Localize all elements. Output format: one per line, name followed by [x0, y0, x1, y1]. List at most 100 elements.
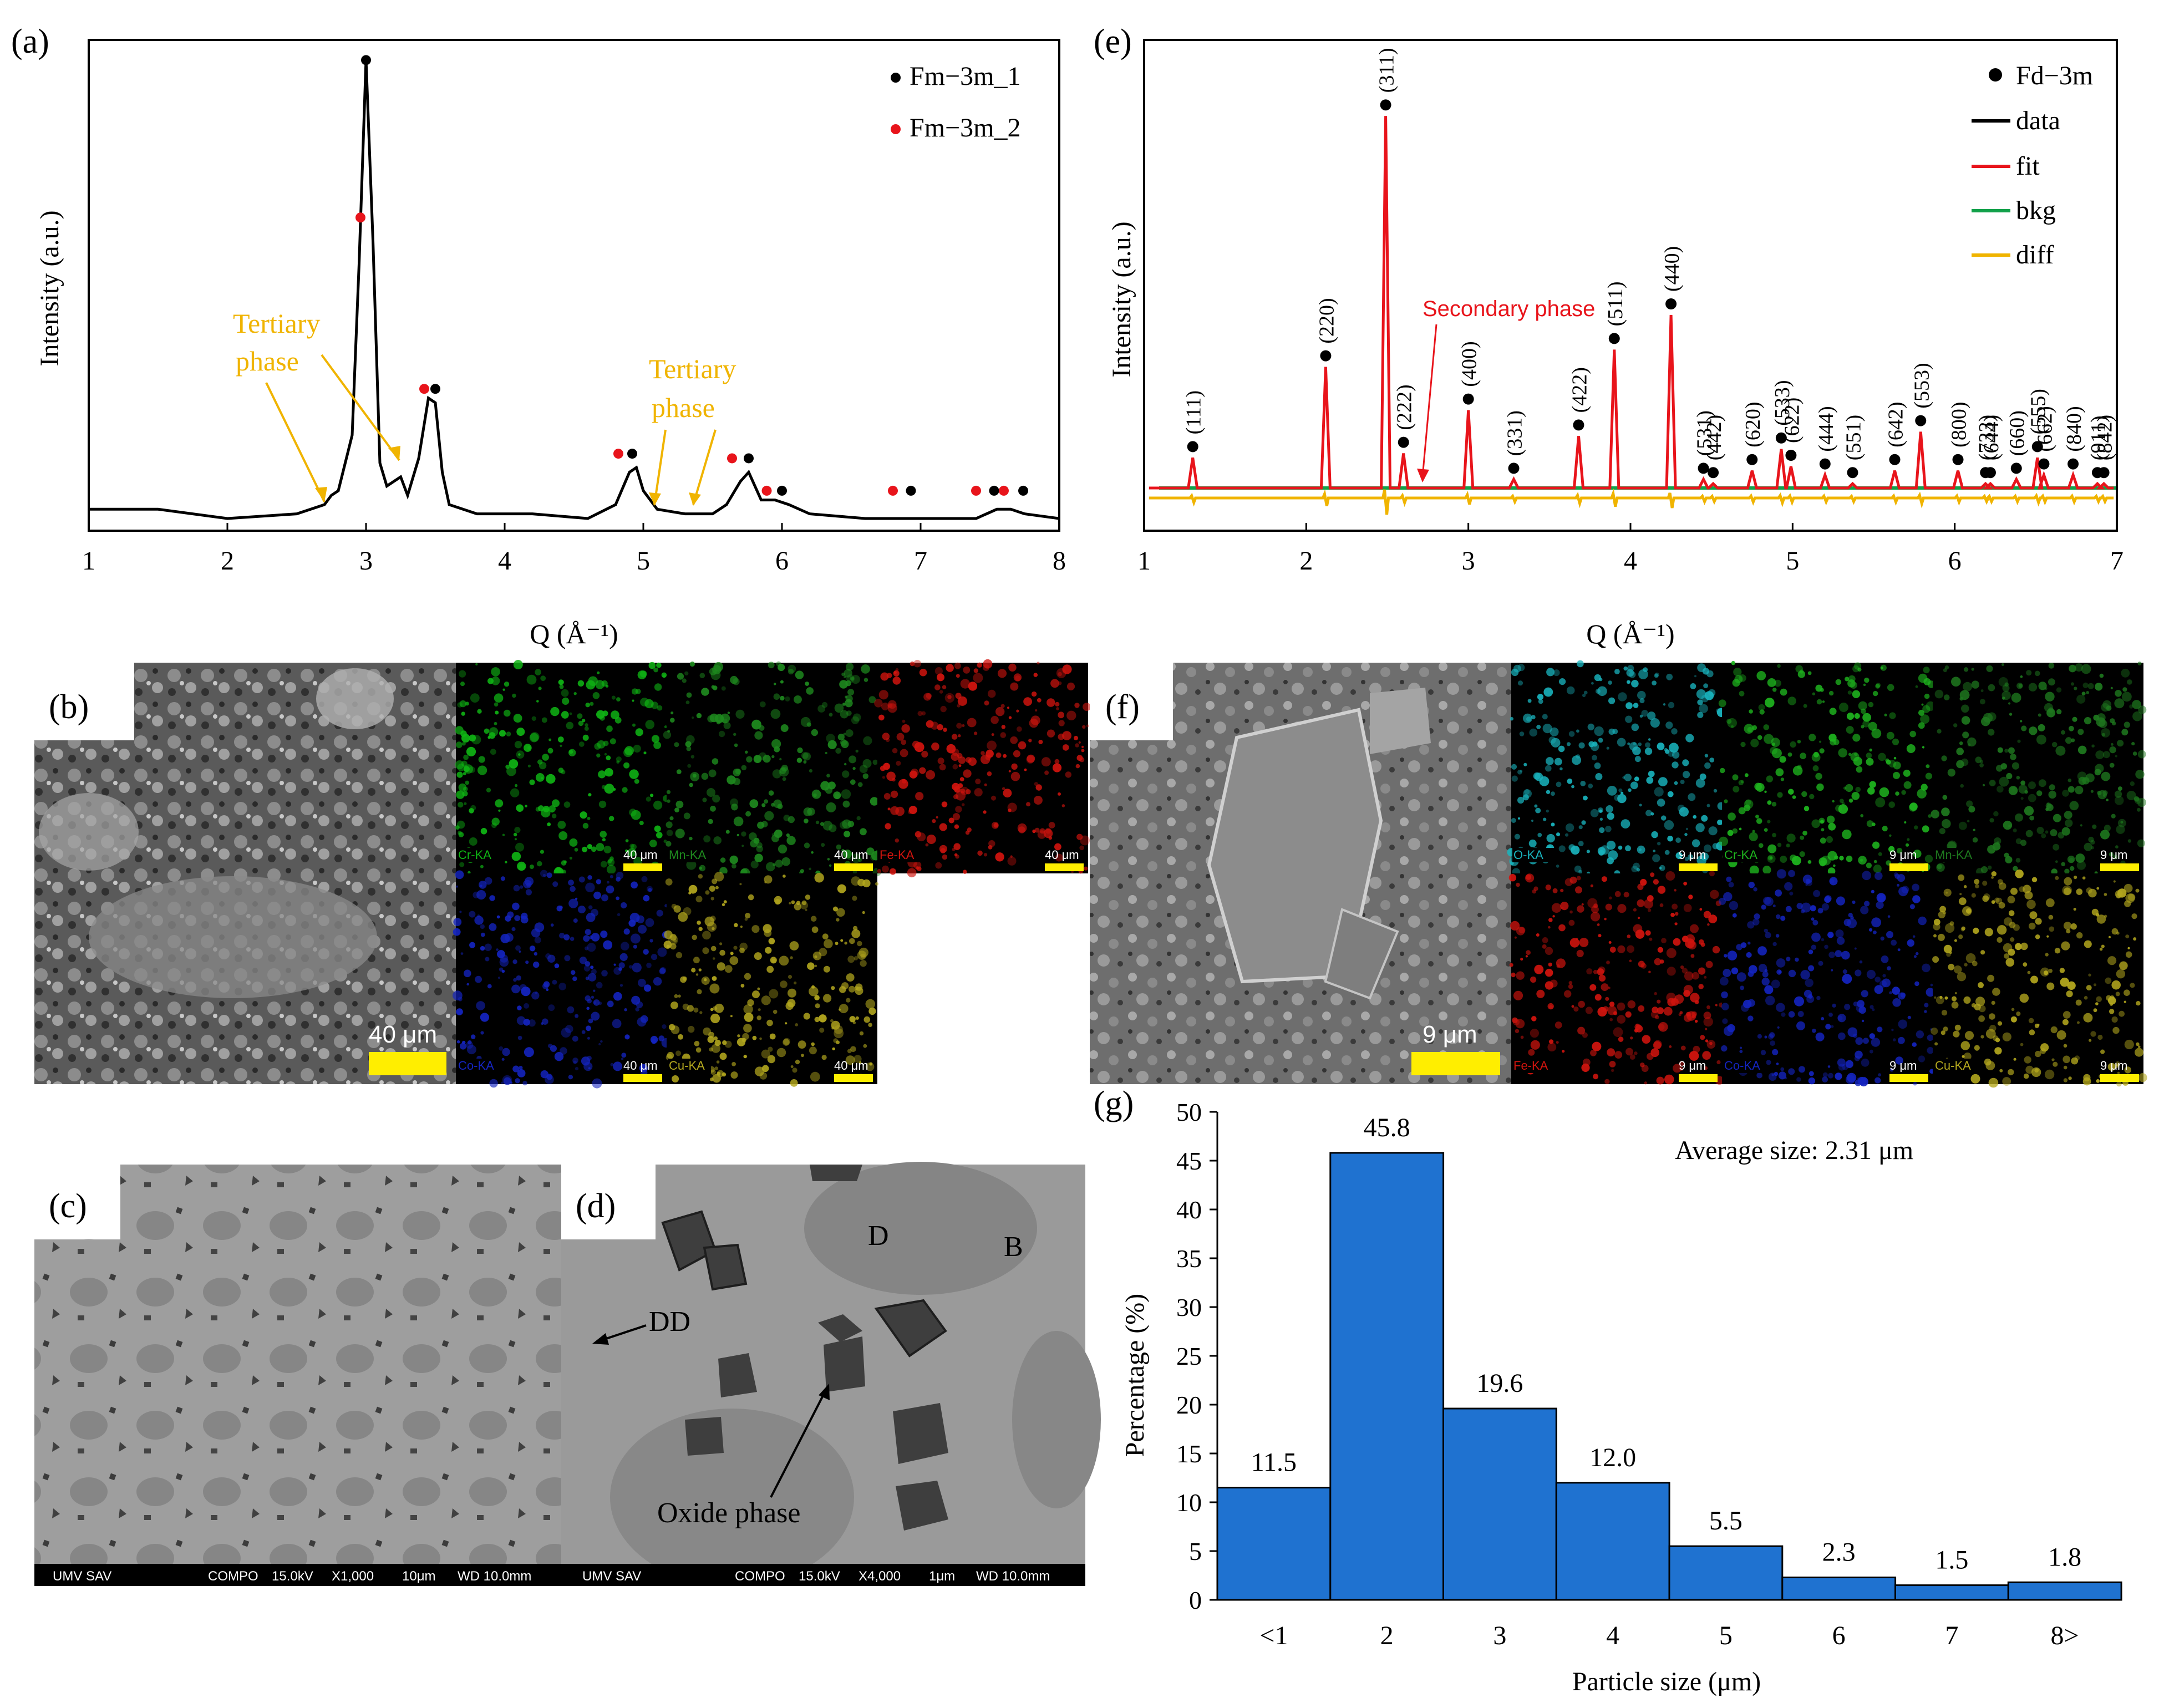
- eds-speckle: [1695, 823, 1705, 832]
- eds-speckle: [654, 683, 662, 691]
- eds-speckle: [1559, 678, 1566, 685]
- eds-speckle: [1838, 703, 1848, 712]
- eds-speckle: [2058, 832, 2065, 839]
- eds-speckle: [2018, 785, 2028, 794]
- eds-speckle: [1546, 833, 1555, 843]
- eds-speckle: [569, 856, 572, 860]
- eds-speckle: [832, 1047, 835, 1051]
- eds-speckle: [704, 916, 715, 927]
- bar-value-label: 5.5: [1709, 1506, 1743, 1536]
- eds-speckle: [1860, 814, 1864, 817]
- eds-speckle: [1922, 705, 1931, 713]
- eds-speckle: [939, 690, 943, 694]
- eds-speckle: [1586, 850, 1590, 853]
- eds-speckle: [985, 749, 994, 758]
- eds-speckle: [1898, 1019, 1908, 1029]
- eds-speckle: [2075, 663, 2084, 672]
- eds-speckle: [859, 1061, 862, 1064]
- eds-speckle: [851, 853, 861, 863]
- eds-scale-label: 40 μm: [623, 848, 658, 862]
- eds-speckle: [1617, 738, 1626, 747]
- eds-speckle: [2127, 839, 2132, 843]
- eds-speckle: [1701, 815, 1708, 822]
- annotation-tertiary-2-line1: Tertiary: [649, 353, 736, 384]
- eds-speckle: [1519, 731, 1525, 736]
- eds-speckle: [602, 838, 606, 842]
- eds-speckle: [746, 756, 753, 763]
- eds-speckle: [723, 900, 727, 904]
- eds-speckle: [1732, 828, 1738, 834]
- eds-speckle: [1653, 1040, 1662, 1049]
- eds-speckle: [499, 1046, 504, 1051]
- eds-speckle: [946, 744, 956, 754]
- eds-speckle: [2114, 790, 2122, 798]
- eds-speckle: [1943, 944, 1952, 953]
- eds-speckle: [713, 836, 722, 845]
- eds-speckle: [1629, 742, 1638, 751]
- eds-speckle: [673, 905, 681, 913]
- eds-speckle: [2136, 1001, 2141, 1006]
- eds-speckle: [1739, 827, 1742, 831]
- eds-speckle: [521, 987, 531, 997]
- eds-speckle: [1800, 753, 1807, 760]
- eds-speckle: [1066, 682, 1075, 690]
- eds-speckle: [2095, 750, 2105, 759]
- eds-speckle: [1891, 939, 1897, 946]
- eds-speckle: [1777, 664, 1781, 668]
- eds-speckle: [1633, 908, 1637, 912]
- eds-speckle: [1828, 952, 1835, 958]
- x-tick-label: 7: [914, 546, 927, 576]
- eds-speckle: [572, 1035, 578, 1042]
- scale-bar: [1889, 1074, 1928, 1082]
- eds-speckle: [860, 828, 867, 836]
- eds-speckle: [842, 819, 852, 829]
- eds-speckle: [1618, 692, 1627, 702]
- eds-speckle: [460, 1043, 466, 1050]
- eds-speckle: [1013, 750, 1020, 758]
- eds-speckle: [730, 675, 738, 684]
- eds-speckle: [1924, 1003, 1929, 1008]
- eds-speckle: [534, 952, 537, 956]
- eds-speckle: [810, 1071, 820, 1082]
- eds-speckle: [1971, 668, 1974, 671]
- sem-wd-label: WD 10.0mm: [458, 1569, 531, 1584]
- eds-speckle: [1770, 856, 1773, 860]
- x-tick-label: 3: [1462, 546, 1475, 576]
- eds-speckle: [1607, 1005, 1617, 1015]
- eds-speckle: [707, 788, 715, 797]
- eds-speckle: [862, 911, 865, 914]
- eds-speckle: [987, 740, 997, 751]
- eds-speckle: [895, 806, 905, 816]
- eds-speckle: [701, 772, 709, 780]
- eds-speckle: [1837, 1058, 1846, 1067]
- eds-speckle: [506, 731, 511, 736]
- eds-speckle: [1884, 713, 1887, 716]
- eds-speckle: [988, 840, 995, 847]
- eds-speckle: [546, 774, 556, 784]
- eds-speckle: [609, 816, 614, 821]
- eds-speckle: [1546, 668, 1555, 677]
- scale-bar: [1679, 1074, 1718, 1082]
- eds-speckle: [583, 935, 590, 942]
- eds-speckle: [1855, 1037, 1863, 1045]
- eds-speckle: [1559, 767, 1563, 771]
- eds-speckle: [1578, 825, 1583, 830]
- eds-speckle: [649, 840, 657, 847]
- eds-speckle: [698, 874, 703, 879]
- eds-speckle: [1045, 827, 1051, 834]
- eds-speckle: [1861, 725, 1865, 729]
- eds-speckle: [1904, 821, 1907, 824]
- eds-speckle: [1652, 1006, 1659, 1014]
- eds-speckle: [1874, 1077, 1881, 1084]
- eds-speckle: [1050, 679, 1059, 688]
- eds-speckle: [629, 843, 634, 848]
- eds-speckle: [2111, 743, 2114, 746]
- peak-marker-fd3m: [1889, 454, 1901, 465]
- eds-speckle: [1996, 765, 2003, 772]
- eds-speckle: [1528, 839, 1537, 847]
- eds-speckle: [1816, 783, 1824, 791]
- eds-speckle: [1845, 1060, 1853, 1068]
- eds-speckle: [543, 806, 550, 812]
- eds-element-label: O-KA: [1513, 848, 1543, 862]
- eds-speckle: [568, 1075, 573, 1080]
